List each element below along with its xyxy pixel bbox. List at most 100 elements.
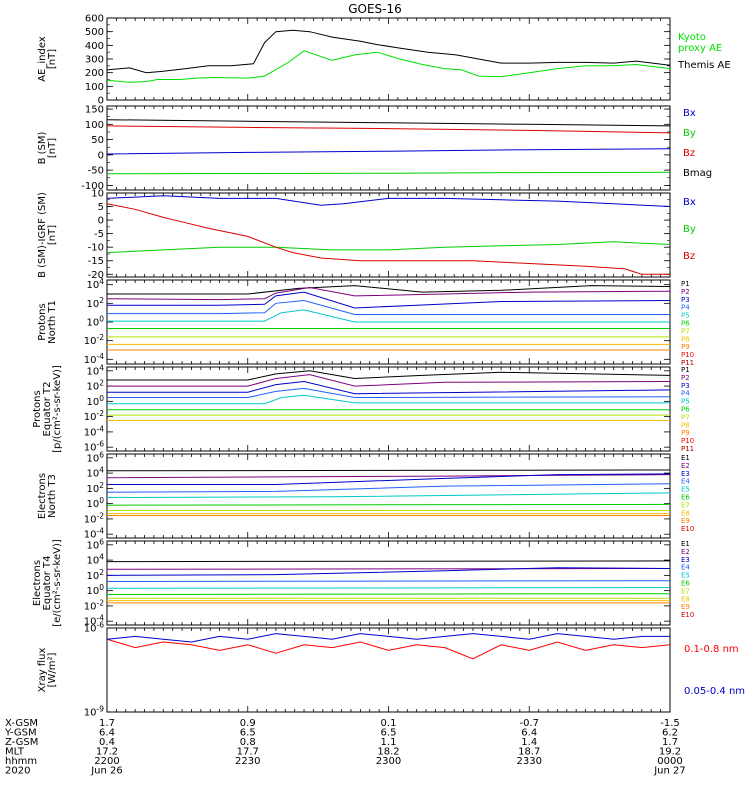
x-tick-ygsm: 6.4 bbox=[99, 728, 115, 739]
ee-series-e6 bbox=[107, 593, 670, 595]
pe-legend-entry: P5 bbox=[681, 398, 690, 406]
en-series-e5 bbox=[107, 492, 670, 498]
xray-legend-entry: 0.05-0.4 nm bbox=[684, 686, 745, 697]
pn-legend-entry: P4 bbox=[681, 304, 690, 312]
en-legend-entry: E9 bbox=[681, 517, 690, 525]
x-tick-xgsm: 1.7 bbox=[99, 718, 115, 729]
ee-ytick-label: 100 bbox=[86, 583, 104, 597]
en-ytick-label: 100 bbox=[86, 496, 104, 510]
en-series-e4 bbox=[107, 483, 670, 493]
pn-ytick-label: 102 bbox=[86, 296, 104, 310]
pe-legend-entry: P3 bbox=[681, 382, 690, 390]
pn-series-p2 bbox=[107, 286, 670, 301]
x-tick-hhmm: 2230 bbox=[235, 756, 260, 767]
x-tick-mlt: 19.2 bbox=[659, 747, 681, 758]
ee-series-e4 bbox=[107, 580, 670, 582]
en-series-e2 bbox=[107, 474, 670, 479]
pe-ylabel: [p/(cm²-s-sr-keV)] bbox=[52, 365, 63, 453]
x-tick-date: Jun 26 bbox=[90, 766, 123, 777]
bsm-legend-entry: Bmag bbox=[683, 168, 712, 179]
pn-series-group bbox=[107, 285, 670, 351]
ee-legend-entry: E1 bbox=[681, 540, 690, 548]
bsm-frame bbox=[106, 105, 671, 191]
xray-panel: 10-9 10-6 Xray flux [W/m²] 0.1-0.8 nm 0.05-0.… bbox=[37, 621, 745, 719]
bsm-legend-entry: Bx bbox=[683, 108, 696, 119]
en-series-group bbox=[107, 469, 670, 516]
xray-frame bbox=[106, 627, 671, 713]
x-tick-zgsm: 1.4 bbox=[521, 737, 537, 748]
en-legend-entry: E1 bbox=[681, 454, 690, 462]
bigrf-ytick-label: -15 bbox=[88, 256, 104, 267]
en-legend-entry: E8 bbox=[681, 509, 690, 517]
bigrf-ylabel: B (SM)-IGRF (SM) bbox=[37, 192, 48, 278]
x-tick-hhmm: 0000 bbox=[657, 756, 682, 767]
ee-legend-entry: E4 bbox=[681, 564, 690, 572]
x-row-label: Y-GSM bbox=[4, 728, 37, 739]
ee-ylabel: [e/(cm²-s-sr-keV)] bbox=[52, 539, 63, 627]
pn-legend-entry: P8 bbox=[681, 335, 690, 343]
ae-ylabel: AE_index bbox=[37, 36, 48, 82]
x-tick-mlt: 17.7 bbox=[237, 747, 259, 758]
bigrf-series-bz bbox=[107, 203, 670, 275]
en-legend-entry: E5 bbox=[681, 486, 690, 494]
en-legend-entry: E6 bbox=[681, 494, 690, 502]
x-tick-zgsm: 1.7 bbox=[662, 737, 678, 748]
chart-title: GOES-16 bbox=[348, 2, 402, 16]
ae-ytick-label: 300 bbox=[85, 55, 104, 66]
bsm-ytick-label: 100 bbox=[85, 120, 104, 131]
pe-legend-entry: P6 bbox=[681, 406, 690, 414]
pe-ytick-label: 104 bbox=[86, 363, 104, 377]
pn-series-p3 bbox=[107, 291, 670, 309]
pe-legend-entry: P4 bbox=[681, 390, 690, 398]
x-row-label: X-GSM bbox=[5, 718, 38, 729]
pn-legend-entry: P11 bbox=[681, 359, 694, 367]
pe-ylabel: Protons bbox=[32, 390, 43, 427]
ae-ytick-label: 600 bbox=[85, 14, 104, 25]
x-tick-hhmm: 2200 bbox=[94, 756, 119, 767]
x-tick-ygsm: 6.4 bbox=[521, 728, 537, 739]
x-tick-ygsm: 6.5 bbox=[240, 728, 256, 739]
ee-ylabel: Equator T4 bbox=[42, 556, 53, 611]
x-tick-zgsm: 0.8 bbox=[240, 737, 256, 748]
x-tick-date: Jun 27 bbox=[653, 766, 686, 777]
ee-legend-entry: E6 bbox=[681, 580, 690, 588]
pe-ytick-label: 100 bbox=[86, 394, 104, 408]
ee-legend-entry: E7 bbox=[681, 587, 690, 595]
pe-series-p2 bbox=[107, 374, 670, 387]
xray-ytick-label: 10-9 bbox=[84, 705, 104, 719]
pn-legend-entry: P6 bbox=[681, 320, 690, 328]
x-row-label: 2020 bbox=[5, 766, 30, 777]
ae-ytick-label: 200 bbox=[85, 68, 104, 79]
x-tick-xgsm: 0.9 bbox=[240, 718, 256, 729]
ee-frame bbox=[106, 540, 671, 626]
pe-legend-entry: P10 bbox=[681, 437, 694, 445]
bsm-legend-entry: By bbox=[683, 128, 696, 139]
ee-legend-entry: E8 bbox=[681, 595, 690, 603]
x-row-label: MLT bbox=[5, 747, 25, 758]
bigrf-series-bx bbox=[107, 195, 670, 207]
bsm-ylabel: B (SM) bbox=[37, 131, 48, 164]
ee-series-e5 bbox=[107, 587, 670, 589]
xray-series-group bbox=[107, 633, 670, 660]
xray-ylabel: [W/m²] bbox=[47, 652, 58, 687]
ae-legend-entry: proxy AE bbox=[678, 43, 722, 54]
bsm-ytick-label: 150 bbox=[85, 105, 104, 116]
ee-ytick-label: 10-2 bbox=[84, 598, 104, 612]
pn-legend-entry: P2 bbox=[681, 288, 690, 296]
x-tick-ygsm: 6.2 bbox=[662, 728, 678, 739]
pn-ylabel: North T1 bbox=[47, 300, 58, 344]
pn-ytick-label: 10-2 bbox=[84, 333, 104, 347]
ae-ylabel: [nT] bbox=[47, 49, 58, 69]
bsm-series-by bbox=[107, 171, 670, 175]
x-tick-zgsm: 1.1 bbox=[381, 737, 397, 748]
ae-ytick-label: 400 bbox=[85, 41, 104, 52]
ae-panel: 0 100 200 300 400 500 600 AE_index [nT] Kyotoprox… bbox=[37, 14, 731, 107]
xray-series-0-05-0-4-nm bbox=[107, 633, 670, 643]
en-ylabel: North T3 bbox=[47, 474, 58, 518]
pe-series-p5 bbox=[107, 394, 670, 405]
ee-series-e1 bbox=[107, 560, 670, 563]
bigrf-ytick-label: -20 bbox=[88, 270, 104, 281]
